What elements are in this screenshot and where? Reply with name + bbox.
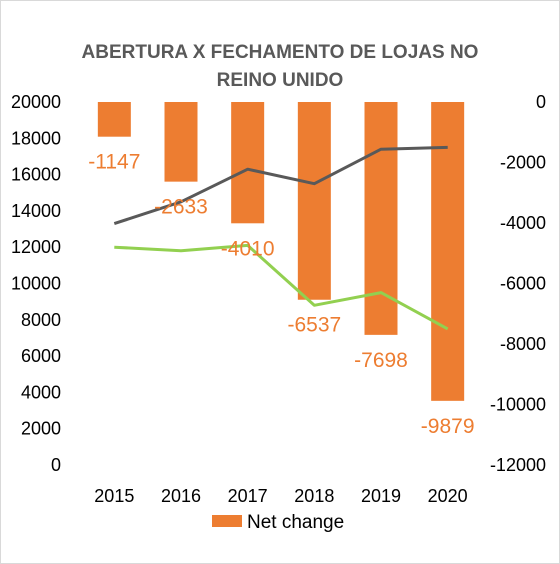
left-tick-8000: 8000	[21, 310, 61, 330]
right-tick-0: 0	[536, 92, 546, 112]
chart-title-line-1: ABERTURA X FECHAMENTO DE LOJAS NO	[82, 42, 479, 63]
right-tick--10000: -10000	[490, 395, 546, 415]
chart-title-line-2: REINO UNIDO	[217, 70, 344, 91]
bar-2015	[97, 102, 131, 137]
left-tick-14000: 14000	[11, 201, 61, 221]
data-label-2019: -7698	[354, 349, 408, 372]
x-tick-2017: 2017	[228, 486, 268, 506]
line-series	[113, 145, 449, 331]
bar-2020	[431, 102, 465, 401]
data-label-2015: -1147	[88, 151, 140, 174]
right-tick--8000: -8000	[500, 334, 546, 354]
bar-series-net-change	[97, 102, 465, 401]
data-label-2020: -9879	[421, 415, 475, 438]
data-label-2018: -6537	[287, 314, 341, 337]
right-axis-ticks: 0 -2000 -4000 -6000 -8000 -10000 -12000	[490, 92, 546, 475]
left-tick-0: 0	[51, 455, 61, 475]
legend-label-net-change: Net change	[247, 512, 344, 533]
left-tick-6000: 6000	[21, 346, 61, 366]
bar-2016	[164, 102, 198, 182]
line-series-2	[114, 243, 449, 331]
data-label-2016: -2633	[154, 196, 208, 219]
bar-2018	[297, 102, 331, 300]
right-tick--12000: -12000	[490, 455, 546, 475]
x-tick-2020: 2020	[428, 486, 468, 506]
left-tick-12000: 12000	[11, 237, 61, 257]
x-tick-2016: 2016	[161, 486, 201, 506]
legend-swatch-net-change	[212, 515, 242, 527]
left-axis-ticks: 0 2000 4000 6000 8000 10000 12000 14000 16000 180…	[11, 92, 61, 475]
right-tick--2000: -2000	[500, 153, 546, 173]
left-tick-16000: 16000	[11, 165, 61, 185]
data-labels: -1147 -2633 -4010 -6537 -7698 -9879	[88, 151, 474, 438]
x-tick-2018: 2018	[294, 486, 334, 506]
x-axis-ticks: 2015 2016 2017 2018 2019 2020	[94, 486, 467, 506]
bar-2017	[231, 102, 265, 224]
data-label-2017: -4010	[221, 237, 275, 260]
left-tick-4000: 4000	[21, 382, 61, 402]
x-tick-2015: 2015	[94, 486, 134, 506]
line-series-1	[113, 145, 448, 226]
left-tick-2000: 2000	[21, 419, 61, 439]
x-tick-2019: 2019	[361, 486, 401, 506]
left-tick-18000: 18000	[11, 128, 61, 148]
legend: Net change	[212, 512, 344, 533]
right-tick--6000: -6000	[500, 274, 546, 294]
right-tick--4000: -4000	[500, 213, 546, 233]
left-tick-20000: 20000	[11, 92, 61, 112]
left-tick-10000: 10000	[11, 274, 61, 294]
